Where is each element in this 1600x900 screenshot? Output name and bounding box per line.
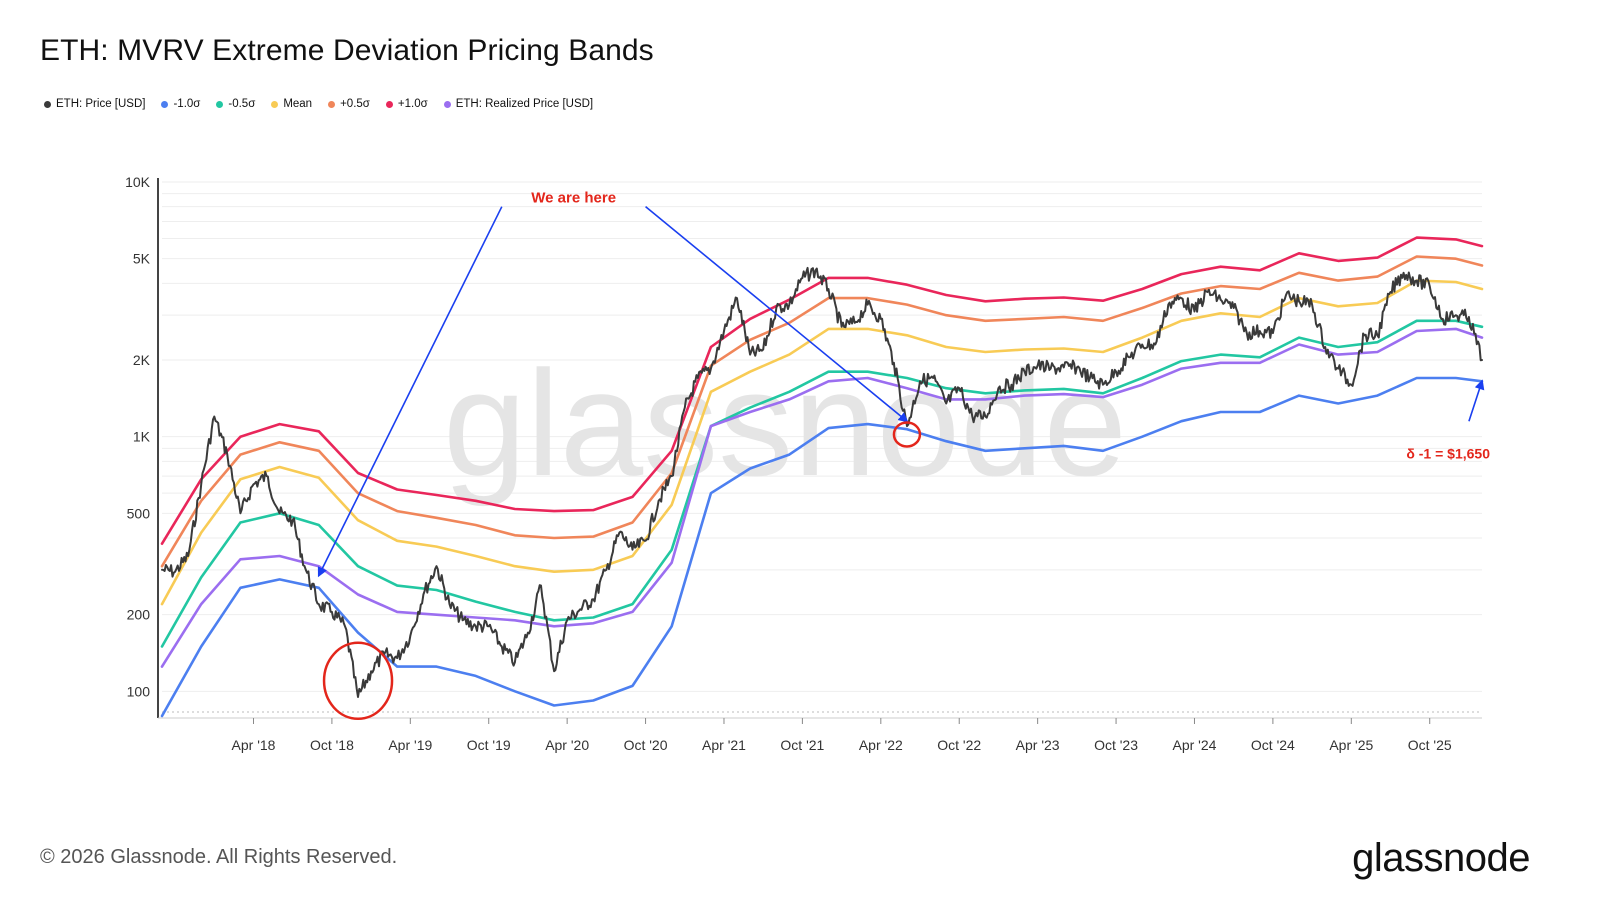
x-tick-label: Apr '23 bbox=[1016, 737, 1060, 753]
legend-dot-icon bbox=[44, 100, 51, 108]
legend-item-sigma_minus_1[interactable]: -1.0σ bbox=[161, 98, 200, 110]
chart-axes: 100 200 500 1K 2K 5K 10K Apr '18 Oct '18 Apr '19 O… bbox=[125, 174, 1482, 753]
series-line-sigma_plus_0_5 bbox=[160, 255, 1484, 568]
annotation-arrow-3 bbox=[1468, 379, 1485, 422]
highlight-circle-2 bbox=[892, 421, 922, 448]
y-tick-label: 500 bbox=[127, 505, 151, 521]
annotation-arrow-1 bbox=[317, 206, 503, 578]
legend-label: ETH: Price [USD] bbox=[56, 98, 146, 110]
legend-dot-icon bbox=[328, 100, 336, 108]
series-line-sigma_plus_1 bbox=[160, 236, 1484, 545]
legend-item-realized_price[interactable]: ETH: Realized Price [USD] bbox=[443, 98, 594, 110]
y-tick-label: 10K bbox=[125, 174, 151, 190]
copyright-notice: © 2026 Glassnode. All Rights Reserved. bbox=[40, 846, 398, 868]
x-tick-label: Apr '19 bbox=[388, 737, 432, 753]
legend-label: -1.0σ bbox=[173, 98, 201, 110]
legend-label: +0.5σ bbox=[340, 98, 370, 110]
legend-label: ETH: Realized Price [USD] bbox=[455, 98, 594, 110]
x-tick-label: Oct '18 bbox=[310, 737, 354, 753]
series-line-price bbox=[161, 266, 1483, 698]
x-tick-label: Apr '18 bbox=[232, 737, 276, 753]
y-tick-label: 100 bbox=[127, 683, 151, 699]
annotation-arrow-2 bbox=[645, 206, 909, 423]
legend-label: +1.0σ bbox=[397, 98, 428, 110]
legend-item-sigma_plus_1[interactable]: +1.0σ bbox=[385, 98, 428, 110]
series-line-realized_price bbox=[160, 327, 1484, 668]
y-tick-label: 200 bbox=[127, 607, 151, 623]
legend-dot-icon bbox=[271, 100, 279, 108]
x-tick-label: Apr '22 bbox=[859, 737, 903, 753]
annotation-sigma-value: δ -1 = $1,650 bbox=[1406, 446, 1490, 462]
highlight-circle-1 bbox=[322, 641, 394, 721]
page-title: ETH: MVRV Extreme Deviation Pricing Band… bbox=[40, 34, 654, 67]
legend-dot-icon bbox=[443, 100, 451, 108]
legend-item-sigma_minus_0_5[interactable]: -0.5σ bbox=[216, 98, 255, 110]
x-tick-label: Oct '21 bbox=[780, 737, 824, 753]
legend-dot-icon bbox=[161, 100, 169, 108]
series-line-mean bbox=[160, 279, 1484, 606]
brand-logo: glassnode bbox=[1352, 836, 1530, 880]
y-tick-label: 1K bbox=[133, 429, 151, 445]
legend-item-mean[interactable]: Mean bbox=[271, 98, 312, 110]
chart-annotations: We are here δ -1 = $1,650 bbox=[317, 190, 1490, 721]
legend-item-sigma_plus_0_5[interactable]: +0.5σ bbox=[328, 98, 370, 110]
x-tick-label: Oct '19 bbox=[467, 737, 511, 753]
x-tick-label: Oct '20 bbox=[624, 737, 668, 753]
legend-label: Mean bbox=[283, 98, 313, 110]
chart-watermark: glassnode bbox=[443, 339, 1127, 507]
series-line-sigma_minus_0_5 bbox=[160, 319, 1484, 648]
chart-legend: ETH: Price [USD] -1.0σ -0.5σ Mean +0.5σ +1.0σ… bbox=[44, 98, 593, 110]
legend-dot-icon bbox=[216, 100, 224, 108]
y-tick-label: 2K bbox=[133, 352, 151, 368]
x-tick-label: Oct '24 bbox=[1251, 737, 1295, 753]
legend-dot-icon bbox=[385, 100, 393, 108]
annotation-we-are-here: We are here bbox=[531, 190, 616, 207]
legend-item-price[interactable]: ETH: Price [USD] bbox=[44, 98, 145, 110]
x-tick-label: Apr '25 bbox=[1329, 737, 1373, 753]
y-tick-label: 5K bbox=[133, 251, 151, 267]
x-tick-label: Apr '21 bbox=[702, 737, 746, 753]
x-tick-label: Oct '22 bbox=[937, 737, 981, 753]
x-tick-label: Oct '25 bbox=[1408, 737, 1452, 753]
x-tick-label: Apr '24 bbox=[1173, 737, 1217, 753]
x-tick-label: Oct '23 bbox=[1094, 737, 1138, 753]
x-tick-label: Apr '20 bbox=[545, 737, 589, 753]
legend-label: -0.5σ bbox=[228, 98, 256, 110]
